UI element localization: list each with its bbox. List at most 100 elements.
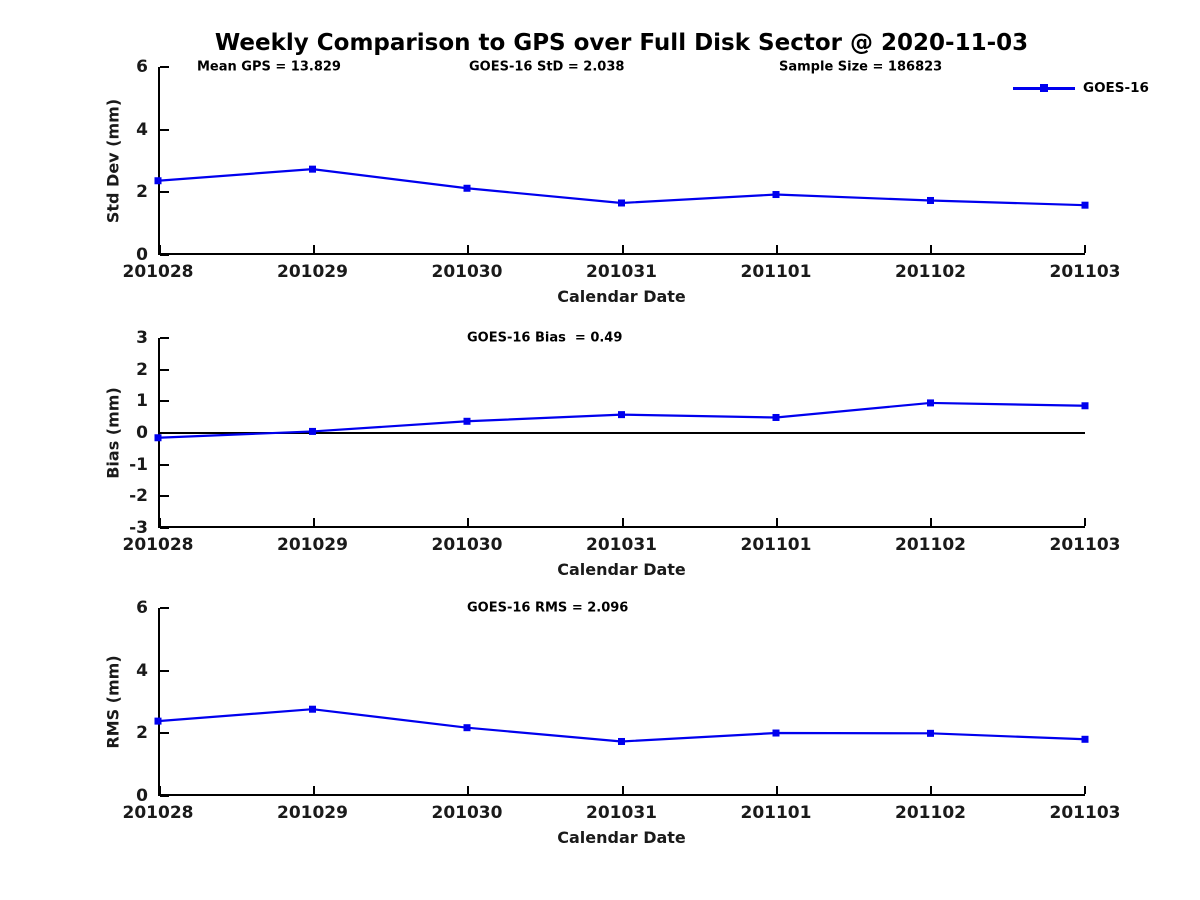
y-tick-mark — [160, 368, 169, 371]
x-tick-label: 201031 — [586, 535, 657, 555]
stat-annotation: GOES-16 RMS = 2.096 — [467, 600, 629, 616]
x-tick-label: 201030 — [431, 262, 503, 282]
x-tick-mark — [159, 786, 161, 794]
data-point-marker — [618, 199, 625, 207]
y-tick-mark — [160, 607, 169, 609]
stat-annotation: GOES-16 Bias = 0.49 — [467, 330, 623, 346]
x-tick-mark — [621, 518, 624, 526]
x-tick-label: 201101 — [740, 803, 812, 823]
x-tick-mark — [313, 786, 316, 794]
x-tick-label: 201029 — [276, 535, 348, 555]
y-tick-mark — [160, 337, 169, 339]
series-plot — [154, 705, 1089, 745]
y-tick-mark — [160, 66, 169, 68]
y-tick-label: 3 — [136, 328, 148, 348]
stat-annotation: Mean GPS = 13.829 — [197, 59, 341, 75]
y-axis-label: Std Dev (mm) — [103, 98, 123, 224]
series-plot — [154, 165, 1089, 209]
x-tick-mark — [159, 518, 161, 526]
y-tick-label: 4 — [136, 660, 148, 681]
figure-title: Weekly Comparison to GPS over Full Disk … — [214, 30, 1029, 56]
x-tick-label: 201102 — [895, 262, 966, 282]
x-tick-label: 201102 — [895, 803, 966, 823]
y-tick-mark — [160, 669, 169, 672]
y-tick-mark — [160, 254, 169, 256]
x-tick-mark — [775, 786, 778, 794]
x-tick-label: 201031 — [586, 262, 657, 282]
x-tick-mark — [621, 786, 624, 794]
y-tick-label: 6 — [136, 57, 148, 77]
zero-reference-line — [160, 432, 1085, 434]
x-tick-mark — [1084, 518, 1086, 526]
x-tick-mark — [313, 518, 316, 526]
x-tick-label: 201030 — [431, 803, 503, 823]
x-tick-mark — [159, 245, 161, 253]
stat-annotation: GOES-16 StD = 2.038 — [469, 59, 625, 75]
x-tick-mark — [1084, 245, 1086, 253]
x-tick-mark — [621, 245, 624, 253]
y-tick-label: 0 — [136, 245, 148, 265]
y-tick-label: -2 — [129, 486, 148, 507]
y-tick-label: 2 — [136, 182, 148, 203]
x-tick-label: 201101 — [740, 535, 812, 555]
x-tick-label: 201030 — [431, 535, 503, 555]
plot-area — [154, 607, 1089, 797]
y-tick-label: 2 — [136, 723, 148, 744]
data-point-marker — [772, 413, 780, 421]
x-tick-label: 201103 — [1049, 262, 1121, 282]
y-tick-mark — [160, 128, 169, 131]
data-point-marker — [927, 399, 934, 407]
x-tick-label: 201103 — [1049, 803, 1121, 823]
y-tick-label: -1 — [129, 454, 148, 475]
y-tick-mark — [160, 795, 169, 797]
data-point-marker — [772, 191, 780, 199]
data-point-marker — [309, 705, 316, 713]
data-point-marker — [772, 729, 780, 737]
series-line — [157, 708, 1086, 743]
x-tick-label: 201028 — [122, 535, 194, 555]
y-tick-mark — [160, 191, 169, 194]
x-tick-label: 201031 — [586, 803, 657, 823]
x-tick-mark — [313, 245, 316, 253]
x-tick-mark — [467, 245, 470, 253]
y-tick-label: 6 — [136, 598, 148, 618]
data-point-marker — [463, 724, 471, 732]
x-axis-label: Calendar Date — [557, 828, 686, 847]
data-point-marker — [1081, 735, 1089, 743]
data-point-marker — [927, 729, 934, 737]
x-tick-label: 201102 — [895, 535, 966, 555]
plot-area — [154, 337, 1089, 529]
y-tick-label: 2 — [136, 359, 148, 380]
x-tick-mark — [467, 518, 470, 526]
y-axis-label: Bias (mm) — [103, 387, 123, 479]
x-tick-label: 201028 — [122, 803, 194, 823]
stat-annotation: Sample Size = 186823 — [779, 59, 943, 75]
data-point-marker — [1081, 201, 1089, 209]
legend-series-label: GOES-16 — [1083, 80, 1149, 96]
y-tick-mark — [160, 463, 169, 466]
x-tick-mark — [775, 518, 778, 526]
legend-square-marker-icon — [1040, 84, 1048, 92]
data-point-marker — [618, 411, 625, 419]
series-plot — [154, 399, 1089, 442]
subplot-rms: 0 2 4 6 201028 201029 201030 201031 201101 201102… — [104, 598, 1121, 847]
data-point-marker — [309, 165, 316, 173]
plot-area — [154, 66, 1089, 256]
y-tick-label: 4 — [136, 119, 148, 140]
data-point-marker — [463, 417, 471, 425]
x-tick-mark — [467, 786, 470, 794]
series-line — [157, 401, 1086, 439]
x-axis-label: Calendar Date — [557, 560, 686, 579]
x-tick-label: 201101 — [740, 262, 812, 282]
x-tick-mark — [929, 245, 932, 253]
y-tick-label: -3 — [129, 518, 148, 538]
data-point-marker — [618, 737, 625, 745]
x-axis-label: Calendar Date — [557, 287, 686, 306]
data-point-marker — [154, 434, 162, 442]
legend-line-sample — [1013, 84, 1075, 92]
x-tick-label: 201103 — [1049, 535, 1121, 555]
y-tick-label: 0 — [136, 423, 148, 443]
y-tick-mark — [160, 400, 169, 403]
y-tick-label: 0 — [136, 786, 148, 806]
subplot-std-dev: 0 2 4 6 201028 201029 201030 201031 201101 201102… — [104, 57, 1149, 306]
